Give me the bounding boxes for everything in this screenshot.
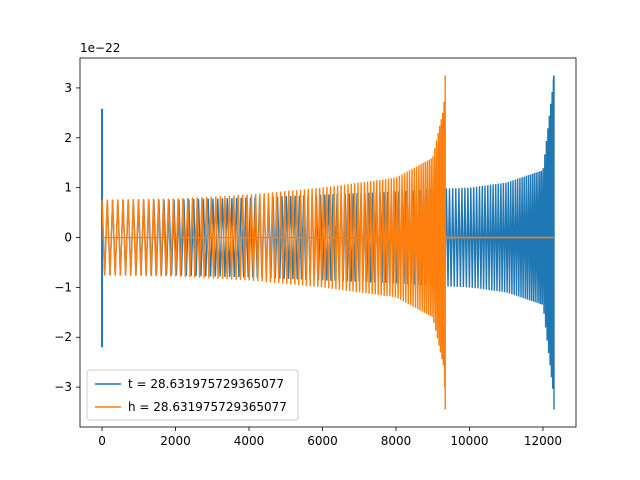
x-tick-label: 12000 [524,434,562,448]
x-tick-label: 4000 [234,434,265,448]
legend-label-h: h = 28.631975729365077 [128,400,287,414]
x-axis: 0 2000 4000 6000 8000 10000 12000 [98,427,562,448]
y-tick-label: 3 [64,81,72,95]
x-tick-label: 10000 [450,434,488,448]
y-tick-label: 1 [64,181,72,195]
legend: t = 28.631975729365077 h = 28.6319757293… [86,369,299,421]
y-tick-label: −3 [54,380,72,394]
plot-frame [79,57,577,428]
legend-box [86,369,299,421]
y-tick-label: 0 [64,231,72,245]
x-tick-label: 6000 [307,434,338,448]
legend-label-t: t = 28.631975729365077 [128,377,284,391]
y-tick-label: 2 [64,131,72,145]
y-tick-label: −1 [54,280,72,294]
y-scale-label: 1e−22 [80,41,120,55]
x-tick-label: 2000 [160,434,191,448]
y-axis: −3 −2 −1 0 1 2 3 [54,81,80,394]
series-layer [101,75,555,410]
x-tick-label: 8000 [381,434,412,448]
x-tick-label: 0 [98,434,106,448]
y-tick-label: −2 [54,330,72,344]
